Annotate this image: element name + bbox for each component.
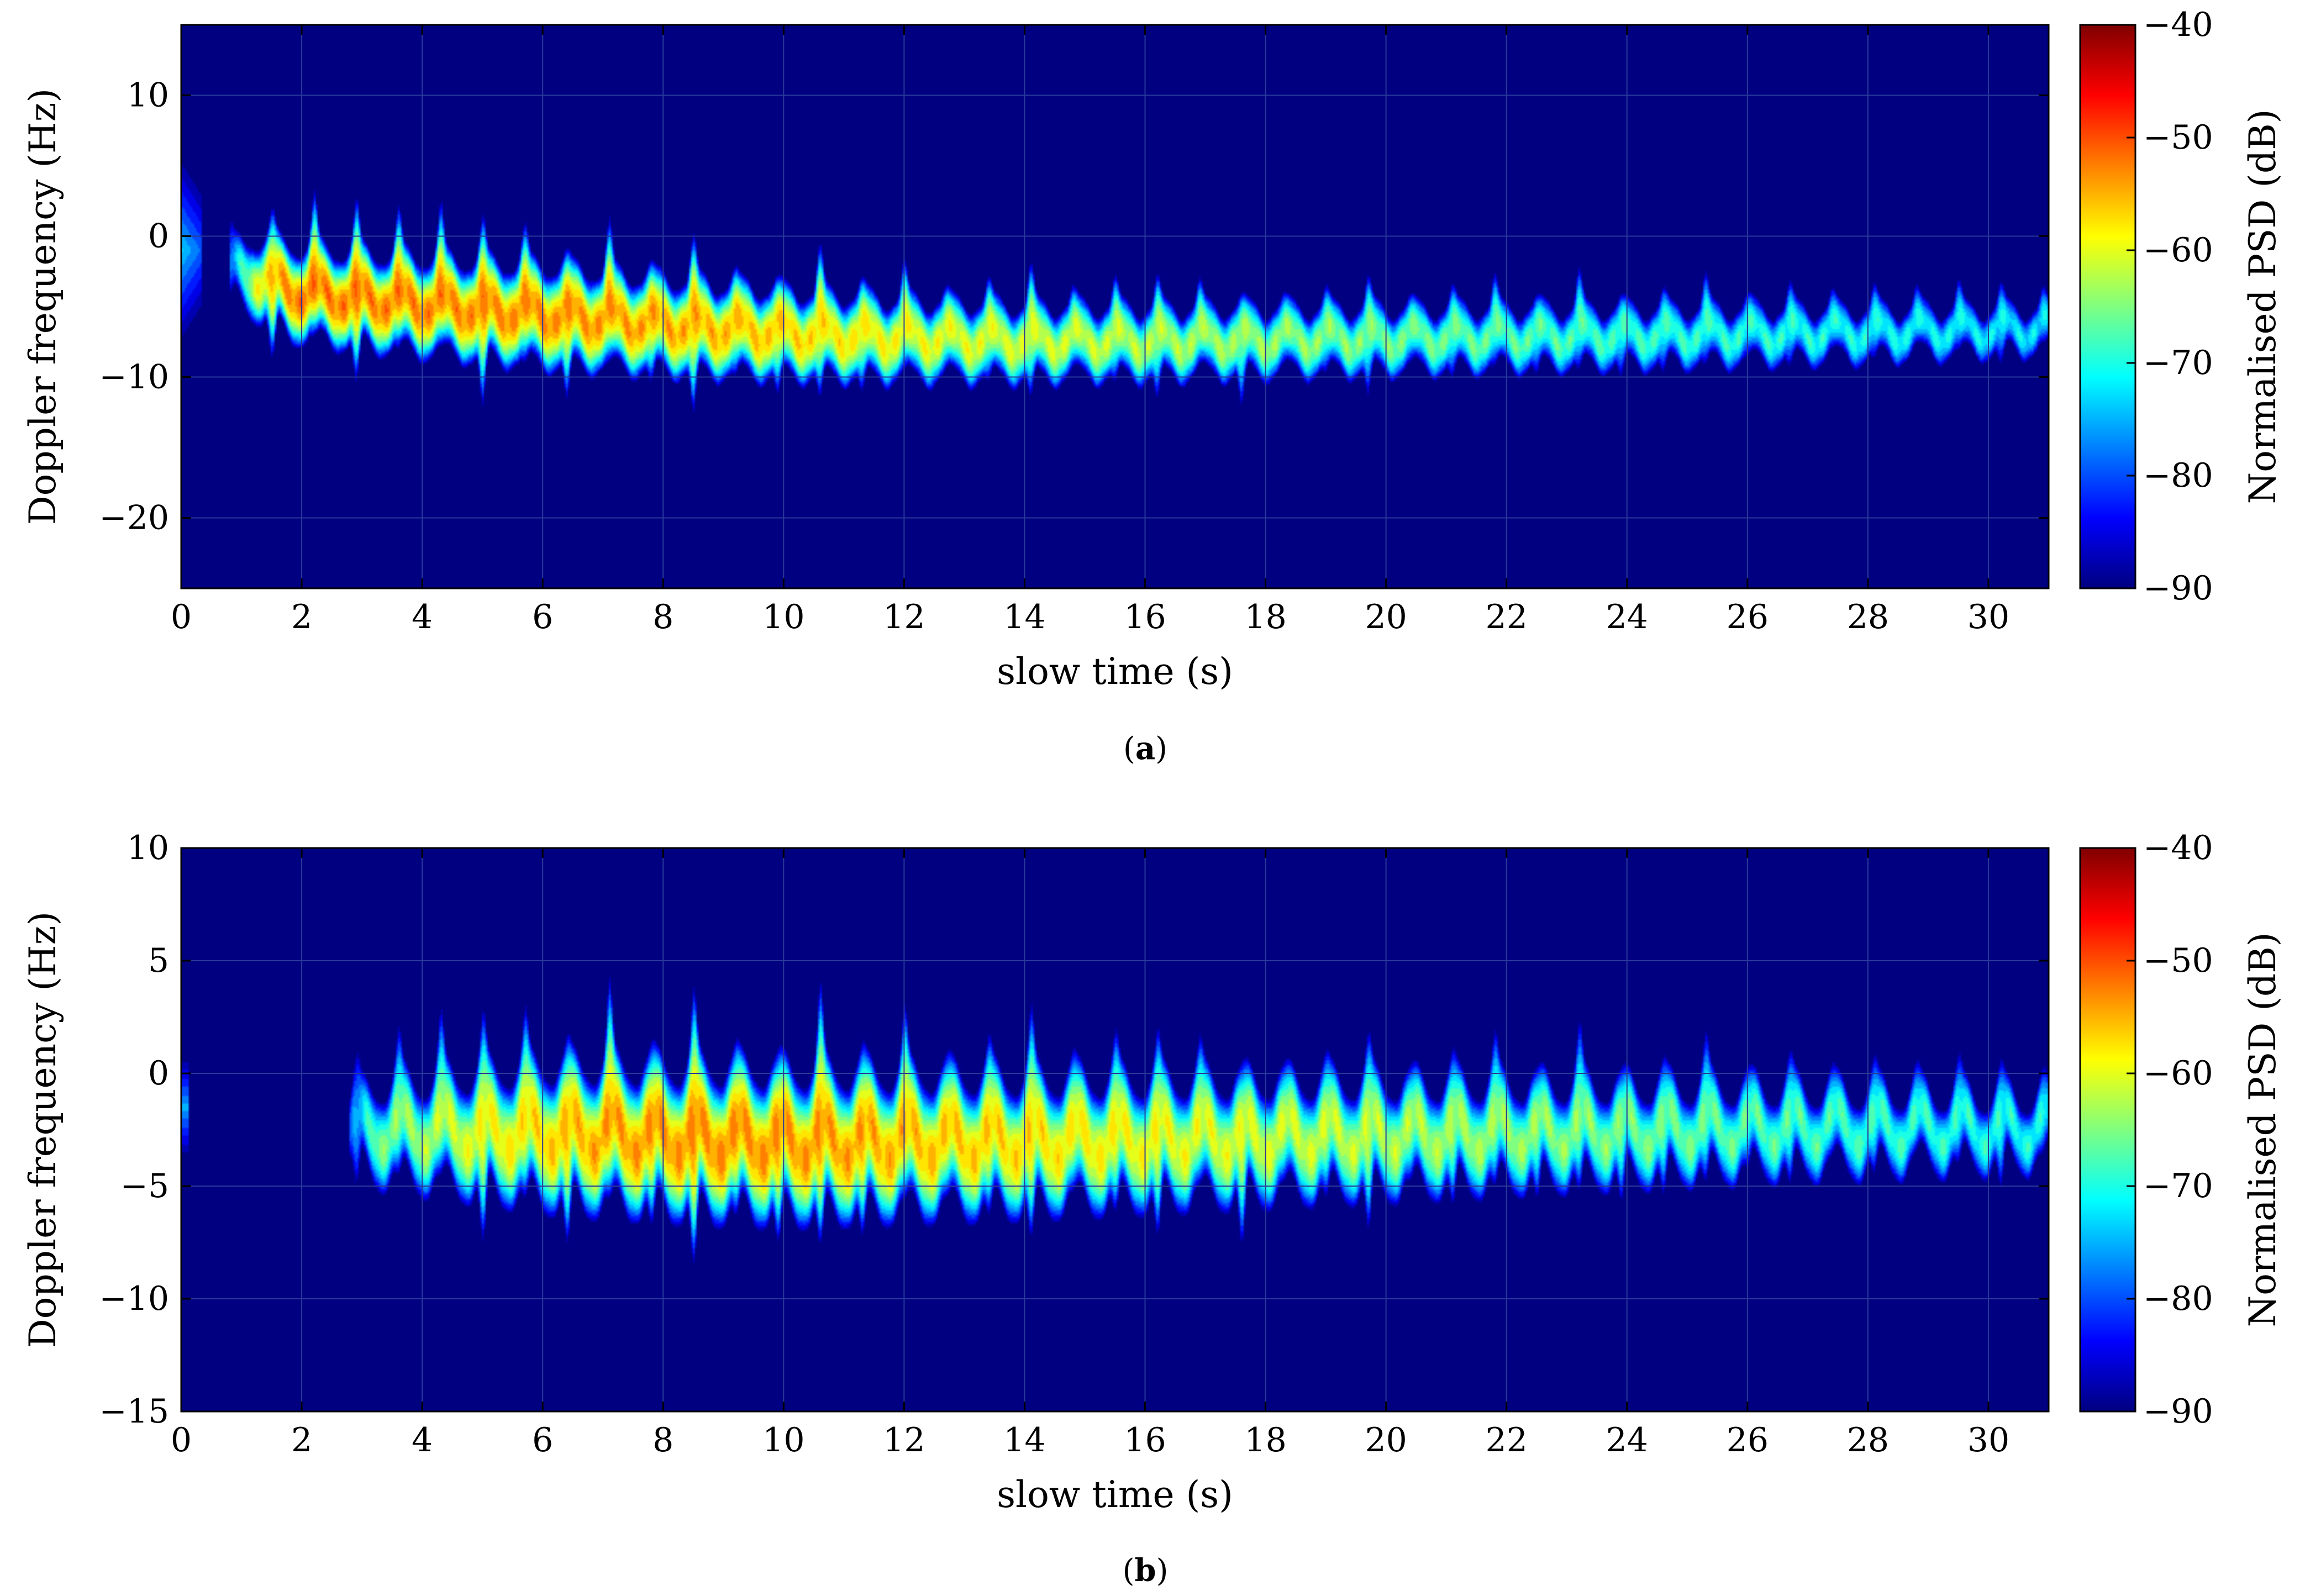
- x-tick-label: 26: [1727, 598, 1769, 636]
- x-tick-label: 14: [1003, 598, 1045, 636]
- colorbar-tick-label: −40: [2143, 6, 2213, 44]
- x-tick-label: 24: [1606, 598, 1648, 636]
- x-tick-label: 12: [883, 1421, 925, 1460]
- colorbar-label-a: Normalised PSD (dB): [2241, 109, 2284, 504]
- x-tick-label: 8: [652, 598, 673, 636]
- spectrogram-a-heatmap: [181, 25, 2049, 588]
- x-tick-label: 4: [412, 598, 433, 636]
- x-tick-label: 12: [883, 598, 925, 636]
- x-tick-label: 2: [291, 598, 312, 636]
- x-axis-label-b: slow time (s): [997, 1473, 1233, 1516]
- colorbar-a: [2079, 24, 2136, 589]
- panel-a: 0 2 4 6 8 10 12 14 16 18 20 22 24 26 28 30 100−10−20 sl…: [22, 6, 2284, 767]
- x-tick-label: 0: [171, 1421, 192, 1460]
- x-tick-label: 2: [291, 1421, 312, 1460]
- plot-frame-a: [180, 24, 2050, 589]
- x-tick-label: 20: [1365, 598, 1407, 636]
- x-tick-label: 10: [762, 1421, 804, 1460]
- colorbar-tick-label: −80: [2143, 1279, 2213, 1318]
- x-tick-label: 6: [532, 1421, 553, 1460]
- y-tick-label: −5: [120, 1167, 169, 1205]
- y-ticks-a: 10 0 −10 −20: [99, 76, 2049, 538]
- y-tick-label: −10: [99, 358, 169, 397]
- spectrogram-b-heatmap: [181, 848, 2049, 1411]
- x-tick-label: 30: [1967, 1421, 2009, 1460]
- x-tick-label: 30: [1967, 598, 2009, 636]
- x-tick-label: 16: [1124, 1421, 1166, 1460]
- x-tick-label: 10: [762, 598, 804, 636]
- y-tick-label: 10: [127, 76, 169, 115]
- x-tick-label: 6: [532, 598, 553, 636]
- x-tick-label: 28: [1847, 598, 1889, 636]
- x-tick-label: 26: [1727, 1421, 1769, 1460]
- y-tick-label: 10: [127, 829, 169, 867]
- colorbar-b: [2079, 847, 2136, 1413]
- panel-caption-b: (b): [1123, 1552, 1169, 1589]
- panel-b: 0 2 4 6 8 10 12 14 16 18 20 22 24 26 28 30 1050−5−10−15…: [22, 829, 2284, 1589]
- x-tick-label: 28: [1847, 1421, 1889, 1460]
- x-tick-label: 0: [171, 598, 192, 636]
- x-tick-label: 22: [1486, 1421, 1528, 1460]
- x-tick-label: 18: [1244, 598, 1286, 636]
- y-tick-label: −15: [99, 1392, 169, 1431]
- y-tick-label: 0: [148, 1054, 169, 1093]
- x-tick-label: 22: [1486, 598, 1528, 636]
- x-tick-label: 24: [1606, 1421, 1648, 1460]
- x-axis-label-a: slow time (s): [997, 650, 1233, 693]
- grid-b: [181, 848, 2049, 1411]
- plot-frame-b: [180, 847, 2050, 1413]
- y-axis-label-a: Doppler frequency (Hz): [22, 88, 64, 525]
- x-tick-label: 14: [1003, 1421, 1045, 1460]
- x-tick-label: 16: [1124, 598, 1166, 636]
- colorbar-tick-label: −70: [2143, 1167, 2213, 1205]
- panel-caption-a: (a): [1123, 730, 1167, 767]
- y-tick-label: −10: [99, 1279, 169, 1318]
- colorbar-tick-label: −70: [2143, 344, 2213, 382]
- colorbar-tick-label: −90: [2143, 569, 2213, 608]
- colorbar-tick-label: −40: [2143, 829, 2213, 867]
- y-tick-label: 5: [148, 941, 169, 980]
- y-tick-label: 0: [148, 217, 169, 256]
- colorbar-label-b: Normalised PSD (dB): [2241, 932, 2284, 1327]
- x-tick-label: 4: [412, 1421, 433, 1460]
- colorbar-tick-label: −60: [2143, 231, 2213, 270]
- colorbar-tick-label: −80: [2143, 456, 2213, 495]
- colorbar-ticks-b: −40 −50 −60 −70 −80 −90: [2127, 829, 2213, 1431]
- colorbar-tick-label: −60: [2143, 1054, 2213, 1093]
- y-axis-label-b: Doppler frequency (Hz): [22, 912, 64, 1348]
- x-ticks-b: 0 2 4 6 8 10 12 14 16 18 20 22 24 26 28 30: [171, 848, 2009, 1460]
- colorbar-tick-label: −90: [2143, 1392, 2213, 1431]
- y-ticks-b: 10 5 0 −5 −10 −15: [99, 829, 2049, 1431]
- colorbar-tick-label: −50: [2143, 118, 2213, 157]
- y-tick-label: −20: [99, 499, 169, 538]
- x-tick-label: 18: [1244, 1421, 1286, 1460]
- grid-a: [181, 25, 2049, 588]
- x-ticks-a: 0 2 4 6 8 10 12 14 16 18 20 22 24 26 28 30: [171, 25, 2009, 636]
- x-tick-label: 20: [1365, 1421, 1407, 1460]
- x-tick-label: 8: [652, 1421, 673, 1460]
- colorbar-tick-label: −50: [2143, 941, 2213, 980]
- colorbar-ticks-a: −40 −50 −60 −70 −80 −90: [2127, 6, 2213, 608]
